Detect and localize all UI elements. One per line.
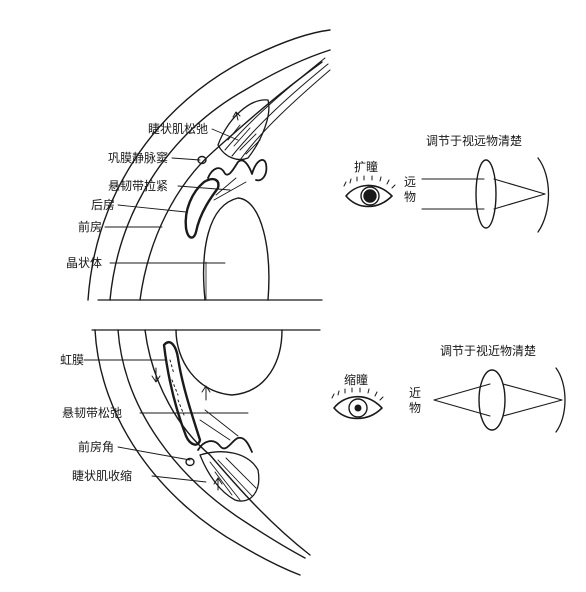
label-iris: 虹膜	[60, 353, 85, 367]
lower-sclera-outer	[94, 329, 301, 576]
label-near-object: 近物	[408, 386, 421, 415]
lower-pupil-contracted	[354, 404, 362, 412]
label-zonule-relaxed: 悬韧带松弛	[62, 406, 123, 420]
label-lens: 晶状体	[66, 256, 103, 270]
upper-ciliary-muscle	[217, 99, 270, 161]
label-posterior-chamber: 后房	[91, 198, 116, 212]
label-pupil-contracted: 缩瞳	[344, 373, 369, 387]
lower-cornea-inner	[144, 329, 311, 556]
upper-leaders	[104, 128, 239, 264]
lower-optics	[433, 367, 566, 433]
upper-sclera-inner	[109, 49, 331, 301]
upper-sclera-outer	[87, 29, 331, 301]
upper-pupil-dilated	[363, 189, 377, 203]
caption-near-focus: 调节于视近物清楚	[440, 344, 537, 358]
upper-lens	[202, 197, 270, 301]
label-scleral-sinus: 巩膜静脉窦	[108, 151, 169, 165]
lower-leaders	[83, 359, 249, 483]
lower-optic-lens	[478, 369, 506, 431]
lower-iris	[162, 341, 202, 446]
lower-sinus	[185, 457, 195, 467]
label-chamber-angle: 前房角	[78, 440, 115, 454]
upper-retina-arc	[537, 157, 550, 233]
upper-iris	[184, 177, 220, 239]
lower-retina-arc	[555, 367, 566, 433]
label-ciliary-relaxed: 睫状肌松弛	[148, 122, 209, 136]
label-zonule-tight: 悬韧带拉紧	[108, 179, 169, 193]
label-pupil-dilated: 扩瞳	[354, 160, 379, 174]
lower-lens	[175, 329, 283, 396]
upper-eye-section	[87, 29, 331, 301]
upper-optics	[421, 157, 550, 233]
lower-ciliary-processes	[197, 436, 253, 453]
label-ciliary-contracted: 睫状肌收缩	[72, 469, 133, 483]
lower-ciliary-muscle	[199, 451, 260, 502]
upper-optic-lens	[475, 159, 497, 229]
upper-ciliary-processes	[207, 159, 268, 182]
caption-far-focus: 调节于视远物清楚	[426, 134, 523, 148]
upper-cornea-inner	[139, 61, 323, 301]
label-anterior-chamber: 前房	[78, 220, 103, 234]
lower-sclera-inner	[117, 329, 306, 559]
lower-eye-section	[91, 329, 321, 576]
lower-eye-icon	[331, 387, 384, 420]
label-far-object: 远物	[403, 175, 416, 204]
upper-eye-icon	[343, 175, 396, 208]
